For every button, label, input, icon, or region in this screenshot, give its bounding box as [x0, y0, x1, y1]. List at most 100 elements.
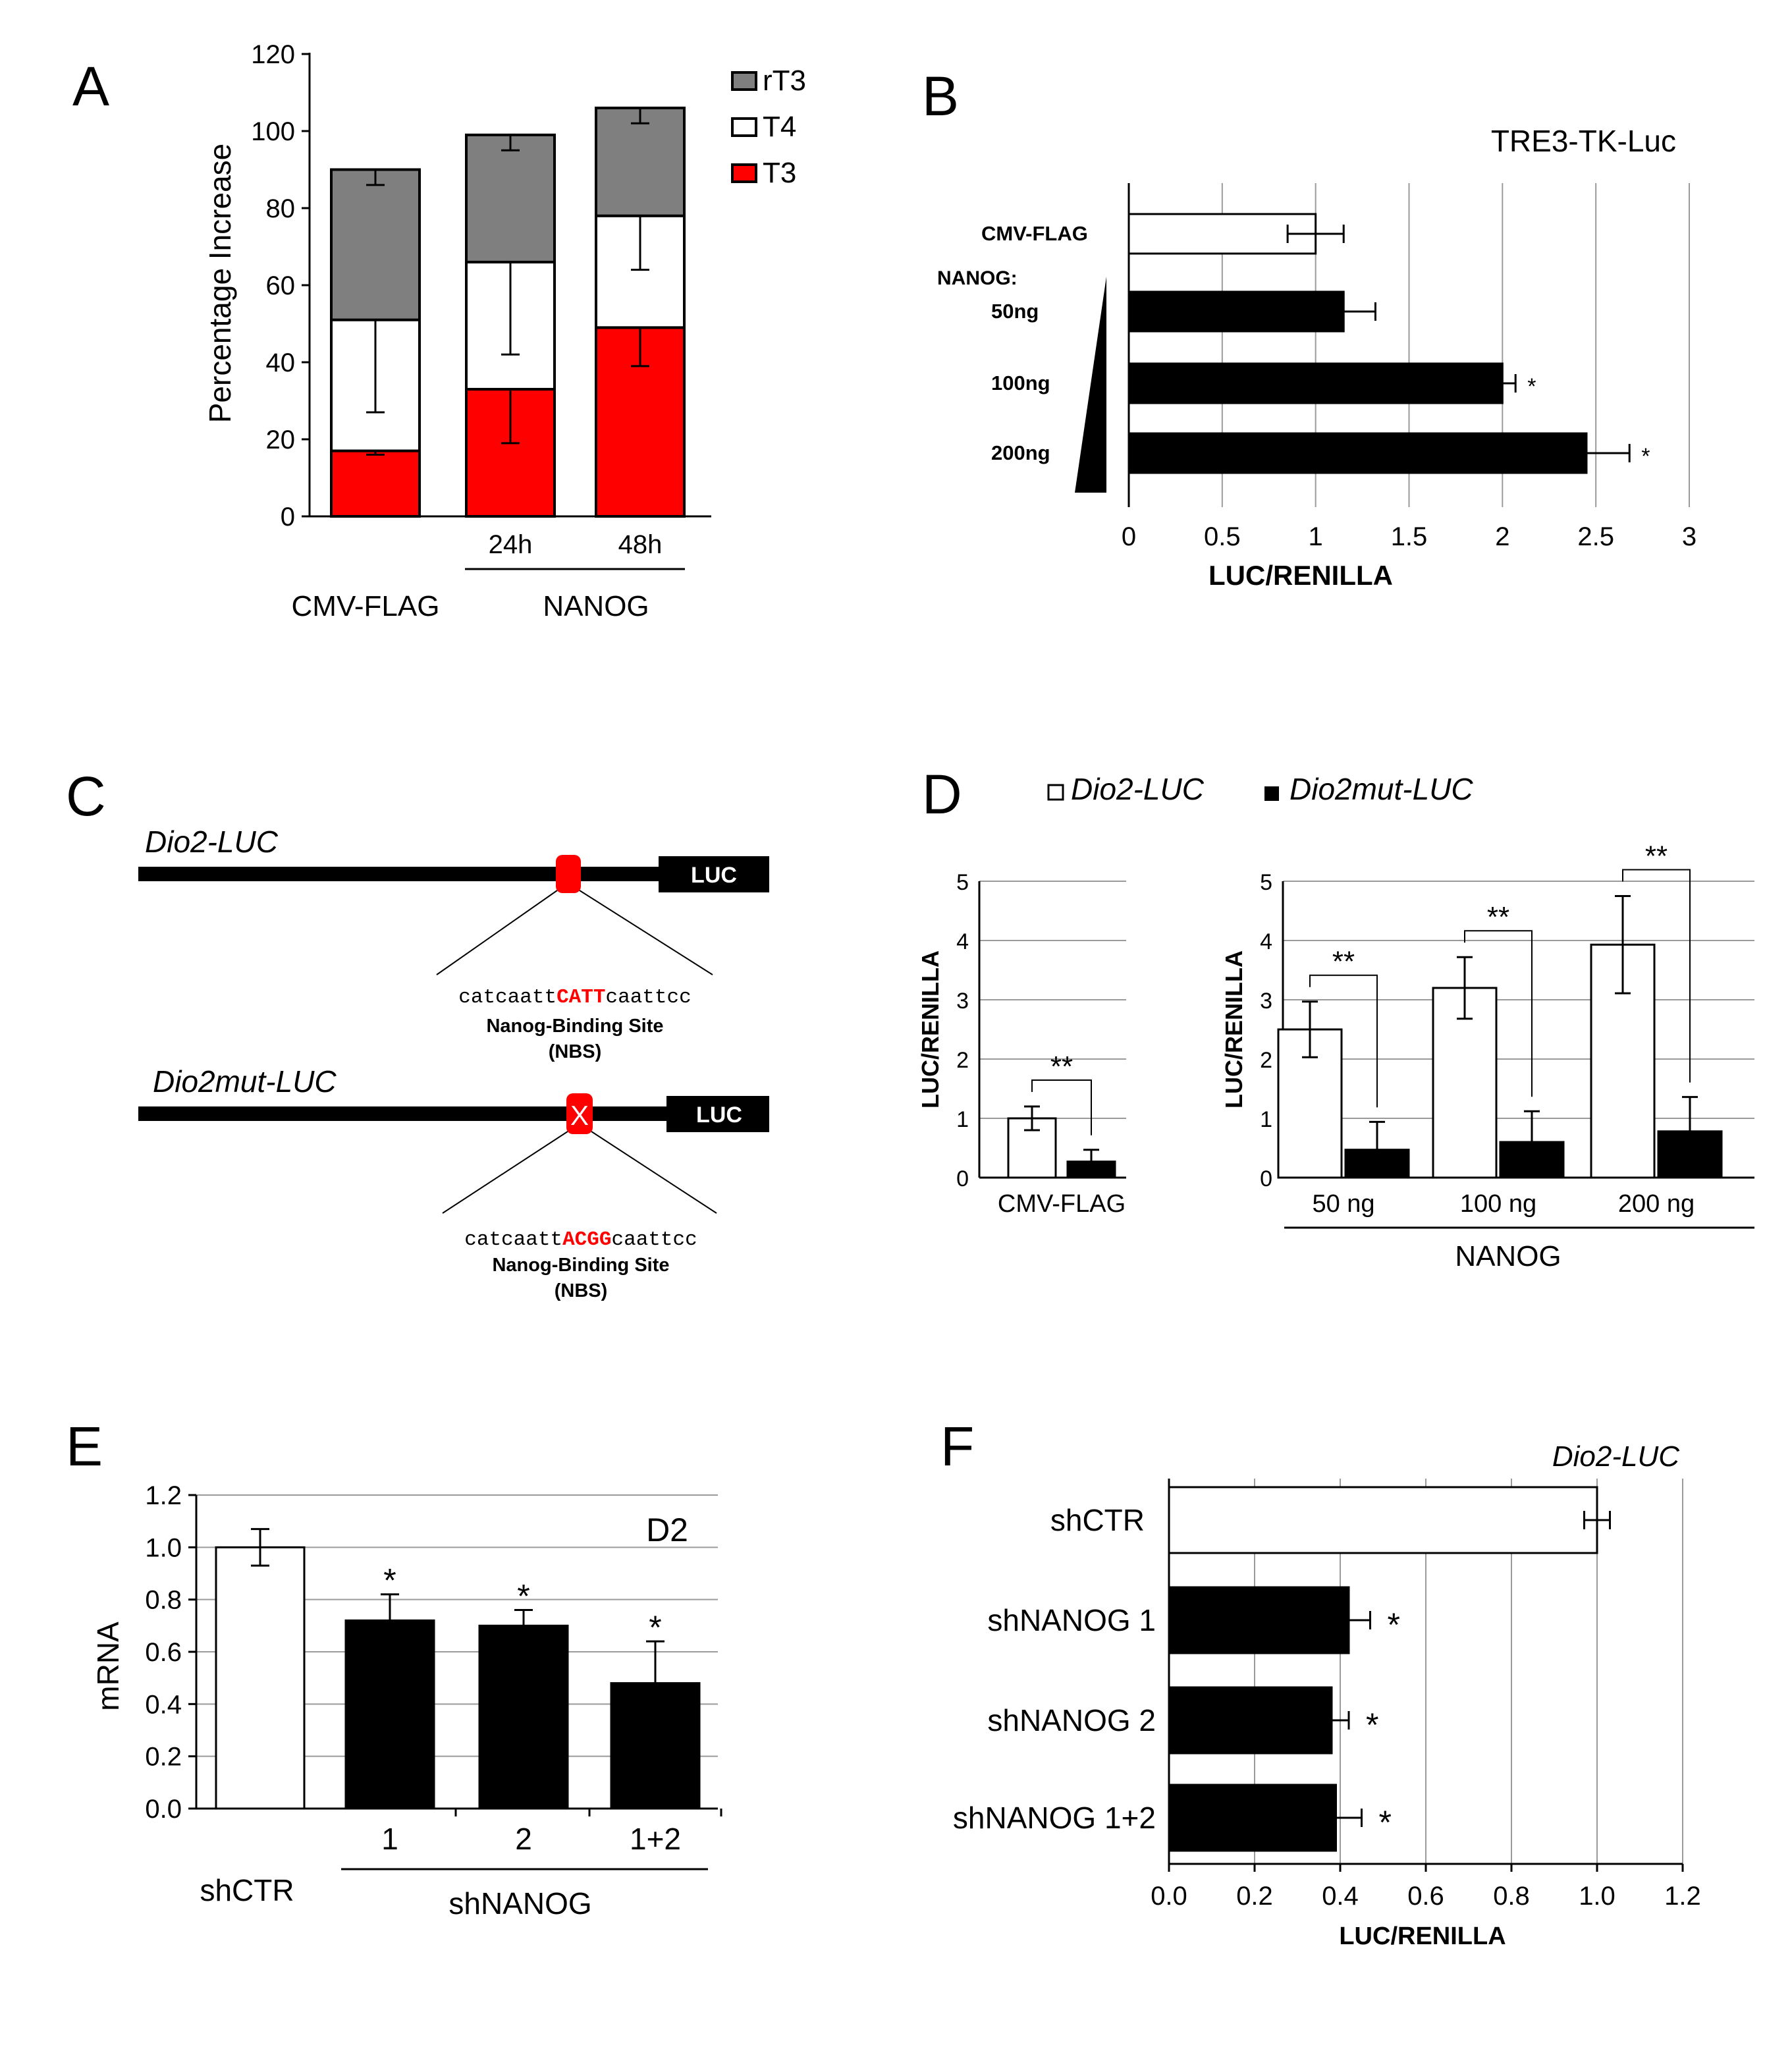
construct-2-site-abbr: (NBS)	[555, 1280, 608, 1301]
a-y-tick-label: 20	[266, 425, 296, 454]
construct-1-name: Dio2-LUC	[145, 825, 279, 859]
construct-1-seq-prefix: catcaatt	[458, 986, 557, 1009]
f-bar-1	[1168, 1486, 1598, 1554]
d-y-tick-label: 0	[1260, 1166, 1272, 1191]
f-x-tick-label: 0.8	[1493, 1882, 1530, 1911]
f-bar-2	[1168, 1586, 1350, 1654]
b-x-tick-label: 1.5	[1391, 522, 1428, 551]
panel-a-group-ctrl: CMV-FLAG	[292, 590, 440, 622]
e-significance-2: *	[383, 1562, 396, 1599]
panel-f-title: Dio2-LUC	[1552, 1440, 1680, 1473]
a-legend-swatch-t3	[731, 163, 757, 183]
d-significance-bracket-1	[1309, 974, 1378, 1108]
b-bar-3	[1127, 362, 1504, 404]
d-y-axis-title: LUC/RENILLA	[1220, 950, 1247, 1108]
panel-d-right-plot: 0 1 2 3 4 5 LUC/RENILLA ** 50 ng ** 100 ng ** 200 ng	[1220, 840, 1754, 1218]
e-y-tick-label: 0.6	[145, 1638, 182, 1667]
construct-2-seq-prefix: catcaatt	[464, 1228, 562, 1251]
a-x-tick-label: 24h	[489, 530, 533, 559]
panel-a-group-nanog: NANOG	[543, 590, 649, 622]
d-significance-bracket-3	[1622, 869, 1691, 1083]
a-y-tick-label: 0	[281, 503, 295, 532]
d-significance-1: **	[1050, 1050, 1073, 1083]
panel-e-group-label: shNANOG	[448, 1886, 591, 1921]
b-significance-4: *	[1641, 444, 1650, 469]
panel-b-nanog-header: NANOG:	[937, 267, 1018, 289]
d-y-tick-label: 3	[956, 989, 969, 1014]
panel-e-plot: 0.0 0.2 0.4 0.6 0.8 1.0 1.2 D2 shCTR * 1 * 2 * 1+2	[145, 1481, 722, 1907]
panel-d-letter: D	[922, 763, 962, 825]
e-x-tick-label: 2	[515, 1822, 532, 1856]
panel-d: D Dio2-LUC Dio2mut-LUC 0 1 2 3 4 5 LUC/RENILLA…	[917, 763, 1754, 1272]
panel-c: C Dio2-LUC LUC catcaattCATTcaattcc Nanog…	[66, 765, 769, 1301]
construct-1-site-abbr: (NBS)	[549, 1041, 602, 1062]
d-y-tick-label: 2	[1260, 1048, 1272, 1073]
f-significance-4: *	[1379, 1804, 1392, 1841]
d-significance-bracket-1	[1031, 1079, 1092, 1135]
f-category-label: shNANOG 2	[987, 1703, 1156, 1737]
legend-swatch-dio2mut-luc	[1264, 786, 1279, 801]
d-y-tick-label: 5	[1260, 870, 1272, 895]
panel-f: F Dio2-LUC 0.0 0.2 0.4 0.6 0.8 1.0 1.2 LUC/RENI…	[940, 1415, 1701, 1950]
panel-d-group-label: NANOG	[1455, 1240, 1561, 1272]
construct-1-luc-label: LUC	[691, 863, 737, 888]
f-x-tick-label: 0.2	[1236, 1882, 1273, 1911]
a-y-tick-label: 80	[266, 194, 296, 223]
d-x-tick-label: 50 ng	[1312, 1190, 1374, 1218]
panel-a-y-axis-title: Percentage Increase	[203, 144, 237, 423]
a-y-tick-label: 100	[251, 117, 295, 146]
d-x-tick-label: CMV-FLAG	[998, 1190, 1126, 1218]
f-x-tick-label: 0.6	[1407, 1882, 1444, 1911]
construct-2-mutation-mark: X	[570, 1100, 589, 1131]
construct-2-luc-label: LUC	[696, 1103, 742, 1128]
b-bar-2	[1127, 290, 1345, 333]
panel-c-letter: C	[66, 765, 106, 827]
a-legend-label-t4: T4	[763, 111, 796, 143]
b-bar-1	[1127, 213, 1317, 255]
b-category-label: 200ng	[991, 441, 1050, 464]
construct-1-seq-core: CATT	[557, 986, 605, 1009]
e-x-tick-label: 1+2	[630, 1822, 681, 1856]
d-y-tick-label: 4	[956, 929, 969, 954]
b-category-label: CMV-FLAG	[981, 222, 1088, 245]
construct-2-luc-box	[666, 1096, 769, 1132]
panel-a: A rT3 T4 T3 0 20 40 60 80 100 120 24h 48h Percenta…	[72, 40, 806, 622]
panel-b-dose-wedge	[1075, 277, 1106, 493]
construct-2-promoter-line	[138, 1106, 673, 1121]
panel-b: B TRE3-TK-Luc NANOG: 0 0.5 1 1.5 2 2.5 3 LUC/RE…	[922, 65, 1697, 591]
d-x-tick-label: 200 ng	[1618, 1190, 1695, 1218]
a-bar-rt3-1	[330, 168, 421, 321]
legend-label-dio2mut-luc: Dio2mut-LUC	[1290, 772, 1473, 806]
e-significance-4: *	[649, 1609, 661, 1646]
panel-e: E mRNA 0.0 0.2 0.4 0.6 0.8 1.0 1.2 D2 shCTR * 1 * 2 *…	[66, 1415, 722, 1921]
f-significance-2: *	[1388, 1606, 1400, 1643]
e-bar-2	[344, 1619, 435, 1810]
e-y-tick-label: 0.8	[145, 1586, 182, 1615]
b-x-tick-label: 1	[1309, 522, 1323, 551]
construct-1-seq-suffix: caattcc	[606, 986, 692, 1009]
d-y-tick-label: 1	[1260, 1107, 1272, 1132]
b-x-tick-label: 2	[1495, 522, 1509, 551]
a-legend-label-t3: T3	[763, 157, 796, 189]
e-y-tick-label: 0.2	[145, 1743, 182, 1772]
construct-2-seq-suffix: caattcc	[612, 1228, 697, 1251]
e-significance-3: *	[517, 1578, 529, 1615]
construct-2-name: Dio2mut-LUC	[153, 1064, 337, 1099]
construct-2-seq-core: ACGG	[562, 1228, 611, 1251]
b-x-axis-title: LUC/RENILLA	[1208, 560, 1393, 591]
panel-b-letter: B	[922, 65, 959, 127]
b-x-tick-label: 0.5	[1204, 522, 1241, 551]
d-y-tick-label: 2	[956, 1048, 969, 1073]
b-x-tick-label: 0	[1122, 522, 1136, 551]
a-y-tick-label: 60	[266, 271, 296, 300]
b-x-tick-label: 3	[1682, 522, 1697, 551]
f-category-label: shNANOG 1+2	[953, 1801, 1156, 1835]
e-bar-3	[478, 1624, 569, 1810]
panel-e-letter: E	[66, 1415, 103, 1477]
f-category-label: shNANOG 1	[987, 1603, 1156, 1637]
f-bar-4	[1168, 1784, 1337, 1852]
a-legend-swatch-rt3	[731, 71, 757, 91]
e-bar-4	[610, 1682, 701, 1810]
panel-a-plot: 0 20 40 60 80 100 120 24h 48h	[251, 40, 711, 559]
